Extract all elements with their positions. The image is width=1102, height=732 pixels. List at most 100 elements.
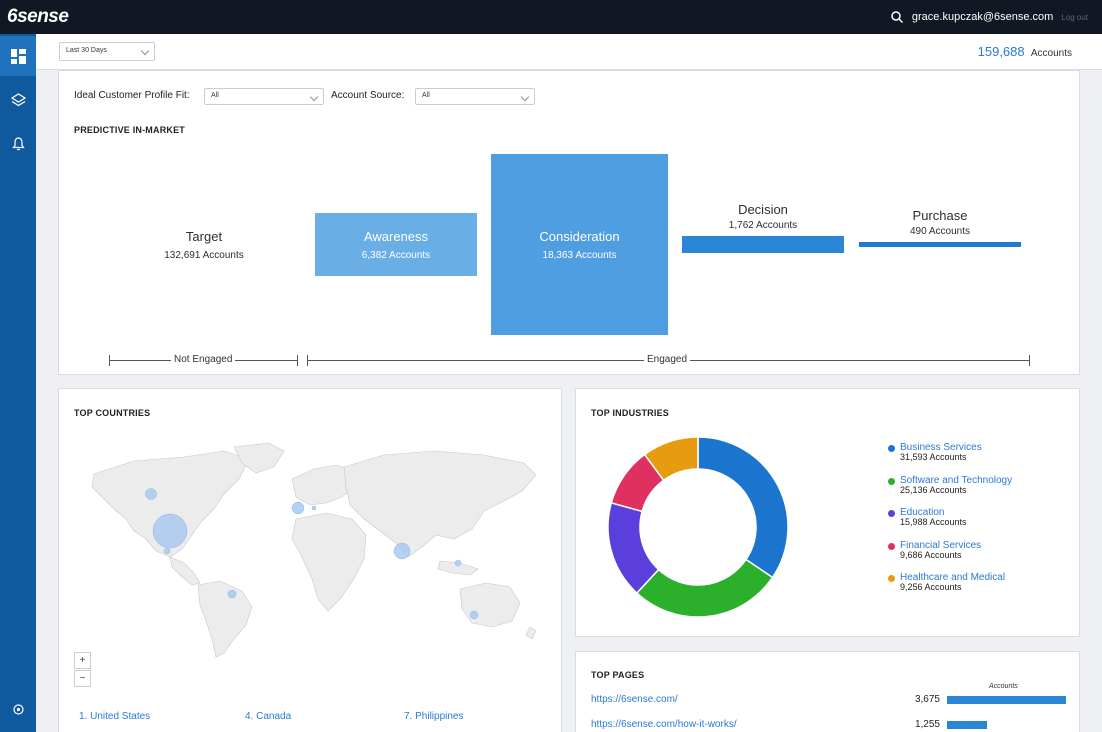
page-link[interactable]: https://6sense.com/how-it-works/ <box>591 719 737 730</box>
stage-count: 18,363 Accounts <box>542 250 617 261</box>
bubble-australia <box>469 610 479 620</box>
page-accounts-bar <box>947 721 988 729</box>
target-icon <box>12 703 24 715</box>
countries-panel: TOP COUNTRIES <box>58 388 562 732</box>
stage-target[interactable]: Target 132,691 Accounts <box>134 229 274 261</box>
bubble-us <box>152 513 188 549</box>
greenland <box>233 442 285 474</box>
stage-consideration-box[interactable] <box>491 154 668 335</box>
user-email[interactable]: grace.kupczak@6sense.com <box>911 11 1054 23</box>
search-icon[interactable] <box>890 10 904 24</box>
chevron-down-icon <box>309 92 319 102</box>
sidebar-item-dashboard[interactable] <box>0 36 36 76</box>
legend-count: 31,593 Accounts <box>900 452 967 462</box>
donut-slice-healthcare-and-medical[interactable] <box>643 436 699 482</box>
legend-name[interactable]: Software and Technology <box>900 474 1013 486</box>
icp-label: Ideal Customer Profile Fit: <box>74 90 190 101</box>
stage-name: Target <box>185 229 223 244</box>
pages-panel: TOP PAGES Accounts https://6sense.com/ 3… <box>575 651 1080 732</box>
source-value: All <box>422 92 430 99</box>
accounts-column-header: Accounts <box>989 683 1018 690</box>
legend-dot-icon <box>888 445 895 452</box>
legend-dot-icon <box>888 575 895 582</box>
africa <box>291 512 367 612</box>
stage-count: 1,762 Accounts <box>728 220 798 231</box>
user-area: grace.kupczak@6sense.com Log out <box>890 0 1088 34</box>
icp-select[interactable]: All <box>204 88 324 105</box>
stage-count: 132,691 Accounts <box>164 250 244 261</box>
page-accounts-value: 3,675 <box>914 694 940 705</box>
asia <box>343 450 537 558</box>
page-accounts-bar <box>947 696 1066 704</box>
page-link[interactable]: https://6sense.com/ <box>591 694 678 705</box>
north-america <box>91 450 250 558</box>
stage-name: Decision <box>738 202 788 217</box>
engaged-label: Engaged <box>644 354 691 365</box>
donut-slice-business-services[interactable] <box>697 436 789 579</box>
app-logo[interactable]: 6sense <box>7 6 69 27</box>
page-accounts-value: 1,255 <box>914 719 940 730</box>
country-bubbles <box>145 488 479 620</box>
panel-title: TOP COUNTRIES <box>74 408 151 418</box>
legend-count: 9,686 Accounts <box>900 549 962 560</box>
date-range-select[interactable]: Last 30 Days <box>59 42 155 61</box>
chevron-down-icon <box>520 92 530 102</box>
bubble-canada <box>145 488 157 500</box>
stage-count: 490 Accounts <box>909 226 971 237</box>
bubble-brazil <box>227 589 237 599</box>
source-label: Account Source: <box>331 90 405 101</box>
zoom-in-button[interactable]: + <box>74 652 91 669</box>
panel-title: TOP INDUSTRIES <box>591 408 669 418</box>
logout-link[interactable]: Log out <box>1061 12 1088 22</box>
sidebar <box>0 34 36 732</box>
layers-icon <box>10 92 26 106</box>
bubble-philippines <box>454 559 462 567</box>
stage-decision[interactable]: Decision 1,762 Accounts <box>682 202 844 231</box>
australia <box>459 582 521 628</box>
bubble-india <box>393 542 411 560</box>
legend-dot-icon <box>888 542 895 550</box>
dashboard-icon <box>10 48 26 64</box>
stage-awareness-box[interactable] <box>315 213 477 276</box>
icp-value: All <box>211 92 219 99</box>
country-item[interactable]: 1. United States <box>79 711 151 722</box>
legend-dot-icon <box>888 477 895 485</box>
panel-title: TOP PAGES <box>591 670 645 680</box>
world-map[interactable] <box>74 439 554 659</box>
legend-count: 9,256 Accounts <box>900 582 962 592</box>
total-accounts-value: 159,688 <box>977 44 1025 59</box>
bubble-eu <box>311 505 317 511</box>
country-item[interactable]: 7. Philippines <box>404 711 464 722</box>
predictive-panel: Ideal Customer Profile Fit: All Account … <box>58 70 1080 375</box>
bubble-mexico <box>163 547 171 555</box>
stage-name: Consideration <box>539 229 620 244</box>
stage-purchase-bar[interactable] <box>859 242 1021 247</box>
legend-count: 15,988 Accounts <box>900 517 967 527</box>
south-america <box>197 580 253 658</box>
filter-bar: Last 30 Days 159,688 Accounts <box>36 34 1102 70</box>
stage-decision-bar[interactable] <box>682 236 844 253</box>
central-america <box>169 556 201 586</box>
stage-name: Awareness <box>363 229 429 244</box>
legend-dot-icon <box>888 510 895 517</box>
not-engaged-label: Not Engaged <box>171 354 236 365</box>
chevron-down-icon <box>140 46 150 56</box>
legend-name[interactable]: Healthcare and Medical <box>900 572 1006 583</box>
legend-name[interactable]: Business Services <box>900 442 982 453</box>
country-item[interactable]: 4. Canada <box>245 711 292 722</box>
stage-purchase[interactable]: Purchase 490 Accounts <box>859 208 1021 237</box>
top-bar: 6sense grace.kupczak@6sense.com Log out <box>0 0 1102 34</box>
industries-donut-chart[interactable] <box>606 435 790 619</box>
source-select[interactable]: All <box>415 88 535 105</box>
legend-name[interactable]: Financial Services <box>900 539 982 551</box>
stage-name: Purchase <box>912 208 968 223</box>
bracket-tick <box>1029 355 1030 366</box>
sidebar-item-settings[interactable] <box>0 689 36 729</box>
legend-name[interactable]: Education <box>900 507 945 518</box>
date-range-value: Last 30 Days <box>66 47 107 54</box>
stage-awareness: Awareness 6,382 Accounts <box>315 229 477 261</box>
sidebar-item-alerts[interactable] <box>0 124 36 164</box>
stage-count: 6,382 Accounts <box>361 250 431 261</box>
sidebar-item-layers[interactable] <box>0 80 36 120</box>
zoom-out-button[interactable]: − <box>74 670 91 687</box>
